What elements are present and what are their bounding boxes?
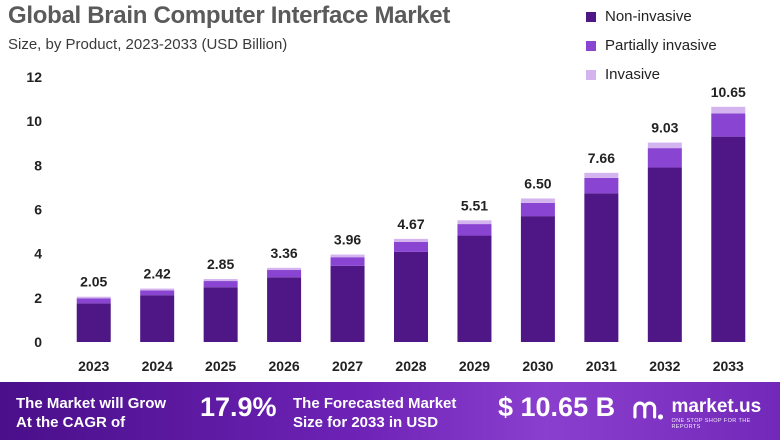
legend-item-partially-invasive: Partially invasive [586, 31, 717, 60]
chart-title: Global Brain Computer Interface Market [8, 2, 451, 29]
x-tick-label: 2027 [332, 358, 363, 374]
market-us-logo-icon [633, 401, 664, 420]
bar-total-label: 2.42 [144, 266, 171, 282]
y-tick-label: 4 [34, 246, 42, 262]
cagr-value: 17.9% [200, 392, 277, 422]
legend-label-non-invasive: Non-invasive [605, 8, 692, 25]
bar-segment-invasive [267, 267, 302, 271]
legend-label-partially-invasive: Partially invasive [605, 37, 717, 54]
legend-item-non-invasive: Non-invasive [586, 2, 717, 31]
bar-segment-invasive [140, 288, 175, 291]
y-tick-label: 10 [26, 113, 42, 129]
chart-legend: Non-invasive Partially invasive Invasive [586, 2, 717, 89]
legend-swatch-partially-invasive [586, 40, 596, 51]
cagr-label-line1: The Market will Grow [16, 395, 167, 412]
cagr-label: The Market will Grow At the CAGR of [16, 394, 196, 432]
bar-segment-invasive [457, 220, 492, 225]
bar-segment-invasive [203, 279, 238, 282]
brand-name: market.us [671, 396, 762, 417]
bar-total-label: 3.36 [270, 245, 297, 261]
bar-total-label: 7.66 [588, 150, 615, 166]
bar-segment-non-invasive [267, 277, 302, 342]
bar-segment-invasive [76, 296, 111, 299]
bar-total-label: 2.85 [207, 256, 234, 272]
bar-segment-non-invasive [711, 136, 746, 342]
bar-total-label: 3.96 [334, 232, 361, 248]
bar-segment-invasive [330, 254, 365, 258]
bar-segment-partially-invasive [647, 148, 682, 168]
bar-segment-invasive [711, 106, 746, 114]
x-tick-label: 2023 [78, 358, 109, 374]
y-tick-label: 2 [34, 290, 42, 306]
y-tick-label: 12 [26, 69, 42, 85]
x-tick-label: 2028 [395, 358, 426, 374]
bar-segment-non-invasive [520, 216, 555, 342]
brand-tagline: ONE STOP SHOP FOR THE REPORTS [671, 418, 751, 430]
bar-segment-partially-invasive [76, 298, 111, 304]
x-tick-label: 2025 [205, 358, 236, 374]
bar-total-label: 6.50 [524, 175, 551, 191]
bar-total-label: 10.65 [711, 84, 746, 100]
brand-logo: market.us ONE STOP SHOP FOR THE REPORTS [632, 397, 780, 430]
bar-segment-partially-invasive [711, 113, 746, 137]
bar-segment-non-invasive [140, 295, 175, 342]
cagr-label-line2: At the CAGR of [16, 414, 126, 431]
bar-segment-non-invasive [457, 235, 492, 342]
x-tick-label: 2031 [586, 358, 617, 374]
bar-segment-non-invasive [76, 303, 111, 342]
x-tick-label: 2030 [522, 358, 553, 374]
bar-total-label: 5.51 [461, 197, 488, 213]
y-tick-label: 8 [34, 157, 42, 173]
bar-total-label: 4.67 [397, 216, 424, 232]
bar-segment-partially-invasive [330, 257, 365, 266]
stacked-bar-chart: 0 2 4 6 8 10 12 2.05 2023 2.42 2024 2.85 2025 3.36 202… [26, 69, 746, 374]
bar-segment-partially-invasive [267, 270, 302, 278]
bar-segment-non-invasive [394, 251, 428, 342]
x-tick-label: 2024 [142, 358, 173, 374]
bar-segment-partially-invasive [140, 290, 175, 296]
x-tick-label: 2026 [269, 358, 300, 374]
y-tick-label: 6 [34, 202, 42, 218]
bar-segment-non-invasive [203, 287, 238, 342]
bar-segment-invasive [647, 142, 682, 149]
bar-segment-non-invasive [584, 193, 619, 342]
bar-total-label: 9.03 [651, 120, 678, 136]
bar-segment-partially-invasive [394, 241, 428, 252]
bar-segment-partially-invasive [203, 281, 238, 288]
bar-segment-invasive [584, 172, 619, 178]
legend-swatch-non-invasive [586, 11, 596, 22]
footer-banner: The Market will Grow At the CAGR of 17.9… [0, 382, 780, 440]
forecast-value: $ 10.65 B [498, 392, 616, 422]
y-tick-label: 0 [34, 334, 42, 350]
bar-segment-partially-invasive [520, 202, 555, 217]
legend-item-invasive: Invasive [586, 60, 717, 89]
forecast-label-line1: The Forecasted Market [293, 395, 457, 412]
legend-label-invasive: Invasive [605, 66, 661, 83]
forecast-label: The Forecasted Market Size for 2033 in U… [293, 394, 493, 432]
bar-segment-non-invasive [330, 265, 365, 342]
forecast-label-line2: Size for 2033 in USD [293, 414, 439, 431]
x-tick-label: 2029 [459, 358, 490, 374]
bar-segment-non-invasive [647, 167, 682, 342]
bar-segment-partially-invasive [584, 177, 619, 194]
bar-segment-invasive [520, 198, 555, 203]
legend-swatch-invasive [586, 69, 596, 80]
bar-segment-partially-invasive [457, 224, 492, 236]
bar-total-label: 2.05 [80, 274, 107, 290]
chart-subtitle: Size, by Product, 2023-2033 (USD Billion… [8, 36, 288, 53]
bar-segment-invasive [394, 238, 428, 242]
x-tick-label: 2033 [713, 358, 744, 374]
x-tick-label: 2032 [649, 358, 680, 374]
